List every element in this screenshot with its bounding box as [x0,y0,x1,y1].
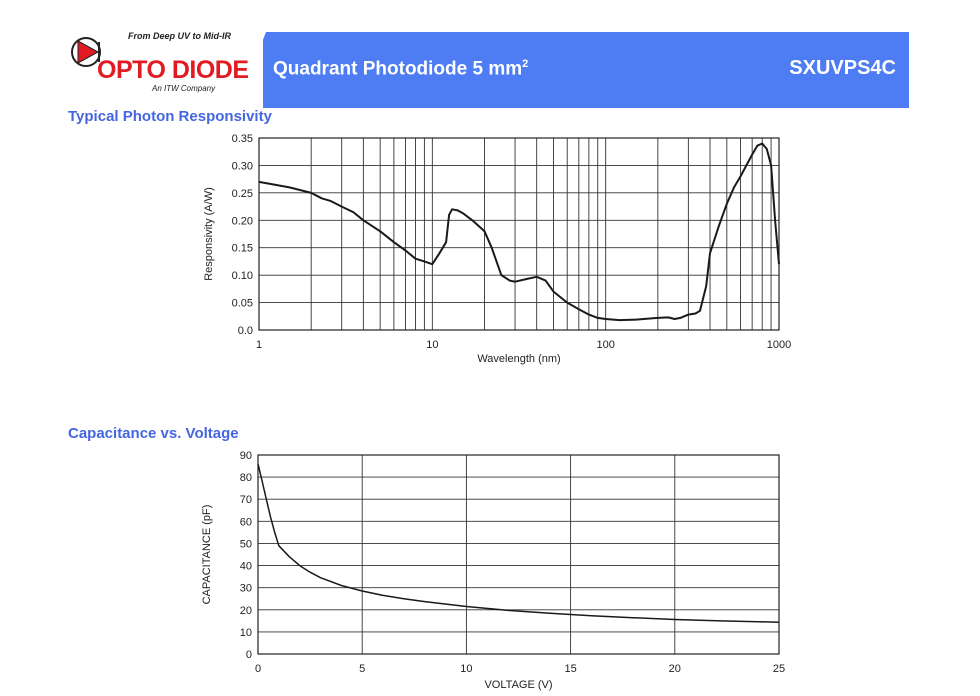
x-tick-label: 5 [359,663,365,675]
capacitance-chart: 0 10 20 30 40 50 60 70 80 90 0 5 10 15 20 25 VOLTAGE (V)… [201,450,785,691]
plot-frame [257,454,780,655]
y-tick-label: 90 [240,450,252,462]
y-tick-label: 10 [240,627,252,639]
x-tick-label: 1000 [767,339,791,351]
logo-background [68,28,263,108]
product-title: Quadrant Photodiode 5 mm2 [273,58,528,80]
y-tick-label: 0.0 [238,325,253,337]
x-axis-label: Wavelength (nm) [477,353,560,365]
brand-logo-text: OPTO DIODE [97,56,249,84]
x-tick-label: 1 [256,339,262,351]
y-tick-label: 0 [246,649,252,661]
x-tick-label: 20 [669,663,681,675]
series-line [258,142,780,322]
y-tick-label: 0.05 [232,298,253,310]
capacitance-section-title: Capacitance vs. Voltage [68,425,239,442]
y-tick-label: 0.25 [232,188,253,200]
y-tick-label: 30 [240,583,252,595]
logo-divider [236,32,266,108]
y-tick-label: 0.10 [232,270,253,282]
y-tick-label: 50 [240,538,252,550]
product-title-text: Quadrant Photodiode 5 mm [273,58,523,80]
y-axis-label: CAPACITANCE (pF) [201,505,213,605]
part-number: SXUVPS4C [789,57,896,79]
y-tick-label: 0.20 [232,215,253,227]
x-tick-label: 15 [564,663,576,675]
x-tick-label: 100 [596,339,614,351]
play-triangle-in-circle-icon [71,37,101,67]
x-tick-label: 10 [426,339,438,351]
y-tick-label: 20 [240,605,252,617]
responsivity-chart: 0.0 0.05 0.10 0.15 0.20 0.25 0.30 0.35 1 10 100 100… [203,133,791,365]
x-tick-label: 10 [460,663,472,675]
y-axis-label: Responsivity (A/W) [203,187,215,281]
plot-frame [258,137,780,331]
series-line [257,463,780,623]
y-tick-label: 60 [240,516,252,528]
product-title-superscript: 2 [522,58,529,70]
y-tick-label: 40 [240,561,252,573]
x-axis-label: VOLTAGE (V) [484,679,552,691]
y-tick-label: 80 [240,472,252,484]
x-tick-label: 25 [773,663,785,675]
y-tick-label: 0.15 [232,243,253,255]
company-text: An ITW Company [152,84,216,93]
y-tick-label: 0.30 [232,160,253,172]
y-tick-label: 0.35 [232,133,253,145]
tagline: From Deep UV to Mid-IR [128,31,231,41]
responsivity-section-title: Typical Photon Responsivity [68,108,272,125]
x-tick-label: 0 [255,663,261,675]
y-tick-label: 70 [240,494,252,506]
